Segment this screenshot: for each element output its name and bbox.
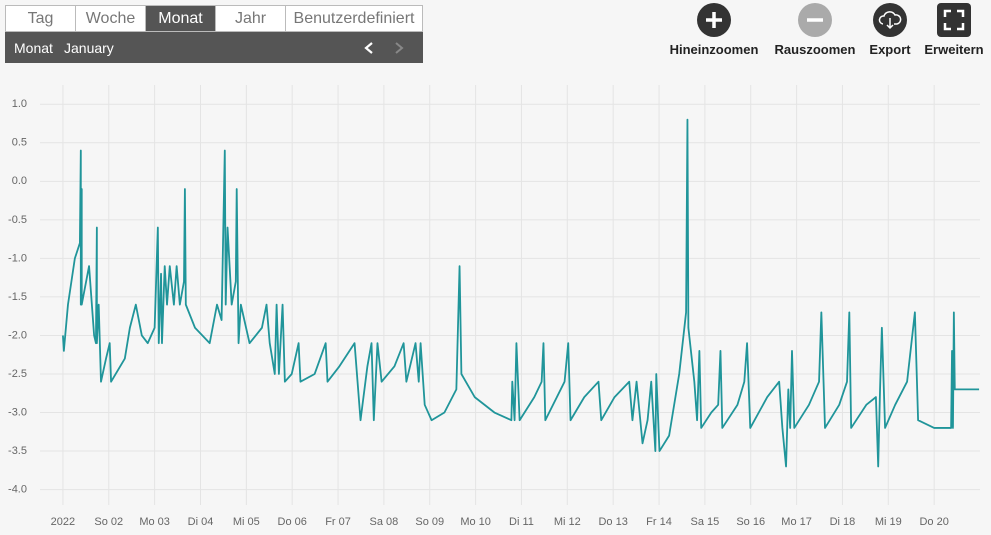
y-tick-label: -2.0 xyxy=(8,329,27,341)
tab[interactable]: Benutzerdefiniert xyxy=(293,10,415,27)
zoom-out-button[interactable]: Rauszoomen xyxy=(765,2,865,57)
x-tick-label: Fr 07 xyxy=(325,516,351,528)
expand-icon xyxy=(937,3,971,37)
x-tick-label: So 09 xyxy=(415,516,444,528)
button-label: Rauszoomen xyxy=(774,42,856,57)
y-tick-label: -0.5 xyxy=(8,214,27,226)
y-tick-label: -1.5 xyxy=(8,291,27,303)
zoom-in-icon xyxy=(697,3,731,37)
period-value: January xyxy=(64,40,114,56)
tab[interactable]: Woche xyxy=(76,6,146,31)
x-tick-label: Do 13 xyxy=(598,516,627,528)
x-tick-label: Sa 15 xyxy=(691,516,720,528)
x-tick-label: Mi 19 xyxy=(875,516,902,528)
tab[interactable]: Jahr xyxy=(216,6,286,31)
x-tick-label: Mo 03 xyxy=(139,516,170,528)
y-tick-label: 1.0 xyxy=(12,98,27,110)
x-tick-label: Di 18 xyxy=(830,516,856,528)
next-button[interactable] xyxy=(393,41,405,55)
x-tick-label: Di 04 xyxy=(188,516,214,528)
x-tick-label: Do 06 xyxy=(278,516,307,528)
y-tick-label: -4.0 xyxy=(8,483,27,495)
x-tick-label: Di 11 xyxy=(509,516,534,528)
period-label: Monat xyxy=(14,40,53,56)
data-line xyxy=(62,118,980,468)
y-tick-label: -3.0 xyxy=(8,406,27,418)
x-tick-label: Fr 14 xyxy=(646,516,672,528)
export-icon xyxy=(873,3,907,37)
x-tick-label: Mo 10 xyxy=(460,516,491,528)
x-tick-label: Mi 12 xyxy=(554,516,581,528)
x-tick-label: So 02 xyxy=(94,516,123,528)
x-tick-label: Mo 17 xyxy=(781,516,812,528)
y-tick-label: 0.0 xyxy=(12,175,27,187)
tab-bar: Tag Woche Monat Jahr Benutzerdefiniert xyxy=(5,5,423,32)
zoom-out-icon xyxy=(798,3,832,37)
button-label: Hineinzoomen xyxy=(669,42,759,57)
tab[interactable]: Monat xyxy=(146,6,216,31)
x-tick-label: 2022 xyxy=(51,516,75,528)
period-bar: Monat January xyxy=(5,32,423,63)
x-tick-label: Sa 08 xyxy=(370,516,399,528)
x-tick-label: Mi 05 xyxy=(233,516,260,528)
x-tick-label: So 16 xyxy=(736,516,765,528)
button-label: Erweitern xyxy=(924,42,984,57)
export-button[interactable]: Export xyxy=(840,2,940,57)
x-tick-label: Do 20 xyxy=(919,516,948,528)
y-tick-label: -2.5 xyxy=(8,368,27,380)
chart: 1.0 0.5 0.0 -0.5 -1.0 -1.5 -2.0 -2.5 -3.0 -3.5 -4.… xyxy=(8,85,980,528)
y-tick-label: -3.5 xyxy=(8,445,27,457)
button-label: Export xyxy=(869,42,911,57)
y-tick-label: -1.0 xyxy=(8,252,27,264)
expand-button[interactable]: Erweitern xyxy=(904,2,991,57)
tab[interactable]: Tag xyxy=(6,6,76,31)
prev-button[interactable] xyxy=(363,41,375,55)
y-tick-label: 0.5 xyxy=(12,137,27,149)
zoom-in-button[interactable]: Hineinzoomen xyxy=(664,2,764,57)
